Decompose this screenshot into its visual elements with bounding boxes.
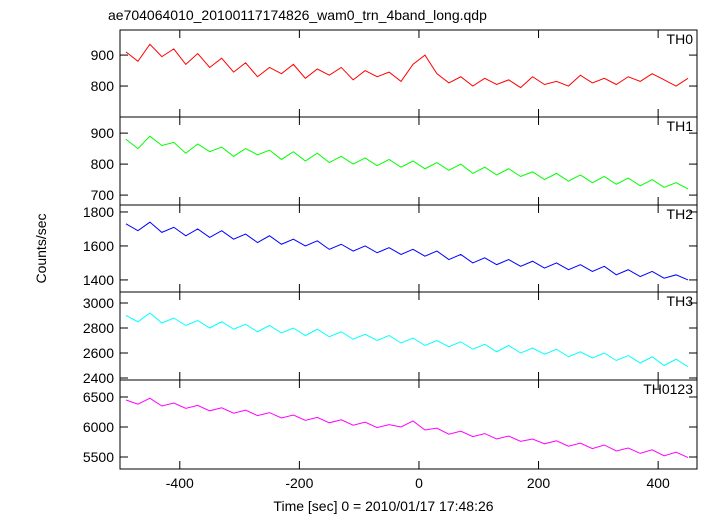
y-tick-label: 1400 <box>83 272 114 288</box>
data-line <box>125 135 689 190</box>
panel-label: TH2 <box>667 206 694 222</box>
plot-frame <box>119 116 698 206</box>
panel-label: TH3 <box>667 293 694 309</box>
panel-label: TH1 <box>667 118 694 134</box>
data-line <box>125 221 689 281</box>
y-tick-label: 800 <box>91 156 115 172</box>
y-tick-label: 2600 <box>83 345 114 361</box>
y-tick-label: 1600 <box>83 238 114 254</box>
data-line <box>125 43 689 89</box>
x-tick-label: -400 <box>166 475 194 491</box>
data-line <box>125 312 689 368</box>
y-tick-label: 800 <box>91 78 115 94</box>
data-line <box>125 397 689 459</box>
x-tick-label: 200 <box>527 475 551 491</box>
plot-frame <box>119 204 698 293</box>
y-tick-label: 700 <box>91 187 115 203</box>
plot-frame <box>119 29 698 118</box>
y-tick-label: 3000 <box>83 295 114 311</box>
y-tick-label: 2400 <box>83 370 114 386</box>
x-tick-label: 400 <box>646 475 670 491</box>
x-tick-label: 0 <box>415 475 423 491</box>
y-tick-label: 6000 <box>83 419 114 435</box>
plot-frame <box>119 379 698 470</box>
x-axis-label: Time [sec] 0 = 2010/01/17 17:48:26 <box>273 498 493 514</box>
x-tick-label: -200 <box>285 475 313 491</box>
y-tick-label: 1800 <box>83 204 114 220</box>
chart-title: ae704064010_20100117174826_wam0_trn_4ban… <box>108 7 487 23</box>
plot-frame <box>119 291 698 381</box>
y-tick-label: 900 <box>91 47 115 63</box>
panel-label: TH0 <box>667 31 694 47</box>
y-axis-label: Counts/sec <box>33 213 49 283</box>
y-tick-label: 2800 <box>83 320 114 336</box>
y-tick-label: 6500 <box>83 389 114 405</box>
y-tick-label: 5500 <box>83 449 114 465</box>
y-tick-label: 900 <box>91 125 115 141</box>
panel-label: TH0123 <box>643 381 693 397</box>
